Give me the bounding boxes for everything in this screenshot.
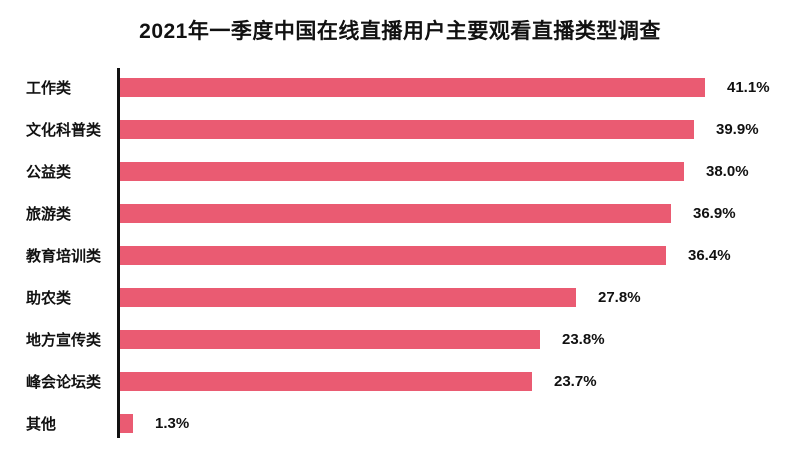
value-label: 36.9% [693,204,736,222]
category-label: 工作类 [26,79,72,97]
value-label: 23.7% [554,372,597,390]
category-label: 其他 [26,415,57,433]
bar-area: 27.8% [120,287,800,307]
bar-row: 文化科普类 39.9% [0,108,800,150]
bar-row: 公益类 38.0% [0,150,800,192]
bar-area: 23.8% [120,329,800,349]
bar-row: 地方宣传类 23.8% [0,318,800,360]
category-label: 峰会论坛类 [26,373,102,391]
category-label: 地方宣传类 [26,331,102,349]
bar-row: 峰会论坛类 23.7% [0,360,800,402]
bar-area: 41.1% [120,77,800,97]
bar [120,119,694,139]
value-label: 23.8% [562,330,605,348]
bar-chart: 工作类 41.1% 文化科普类 39.9% 公益类 38.0% [0,66,800,444]
value-label: 27.8% [598,288,641,306]
bar [120,77,705,97]
bar-area: 38.0% [120,161,800,181]
bar [120,413,133,433]
bar-row: 其他 1.3% [0,402,800,444]
bar-area: 36.4% [120,245,800,265]
bar-area: 23.7% [120,371,800,391]
bar-row: 助农类 27.8% [0,276,800,318]
value-label: 1.3% [155,414,190,432]
bar-area: 39.9% [120,119,800,139]
bar [120,287,576,307]
bar-area: 1.3% [120,413,800,433]
value-label: 36.4% [688,246,731,264]
category-label: 文化科普类 [26,121,102,139]
category-label: 公益类 [26,163,72,181]
bar [120,245,666,265]
value-label: 38.0% [706,162,749,180]
category-label: 助农类 [26,289,72,307]
value-label: 39.9% [716,120,759,138]
value-label: 41.1% [727,78,770,96]
y-axis-line [117,68,120,438]
bar-row: 工作类 41.1% [0,66,800,108]
bar [120,161,684,181]
chart-title: 2021年一季度中国在线直播用户主要观看直播类型调查 [139,20,661,43]
bar [120,203,671,223]
bar-area: 36.9% [120,203,800,223]
bar [120,329,540,349]
category-label: 教育培训类 [26,247,102,265]
bar [120,371,532,391]
bar-row: 教育培训类 36.4% [0,234,800,276]
category-label: 旅游类 [26,205,72,223]
bar-row: 旅游类 36.9% [0,192,800,234]
bar-rows: 工作类 41.1% 文化科普类 39.9% 公益类 38.0% [0,66,800,444]
